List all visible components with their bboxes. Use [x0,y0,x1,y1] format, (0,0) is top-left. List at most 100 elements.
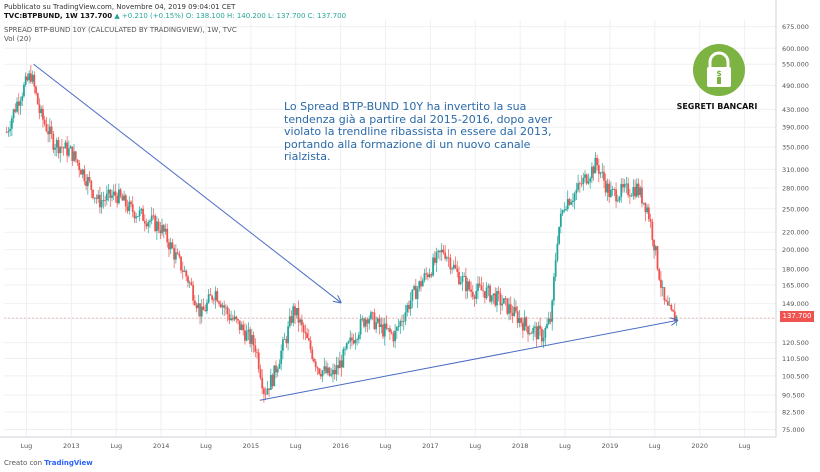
tradingview-logo[interactable]: TradingView [44,459,93,467]
candle-body [632,187,635,196]
trendline [259,320,677,401]
candle-body [482,290,485,292]
candle-body [155,221,158,232]
candle-body [554,260,557,277]
volume-label[interactable]: Vol (20) [4,35,32,43]
candle-body [473,296,476,299]
footer-credit[interactable]: Creato con TradingView [4,459,93,467]
y-tick-label: 120.500 [782,339,809,347]
candle-body [219,303,222,308]
candle-body [646,207,649,213]
y-tick-label: 600.000 [782,45,809,53]
candle-body [143,220,146,224]
candle-body [295,307,298,316]
candle-body [506,298,509,314]
candle-body [376,318,379,323]
candle-body [492,293,495,296]
candle-body [278,363,281,369]
candle-body [62,147,65,149]
candle-body [67,148,70,156]
y-tick-label: 165.000 [782,281,809,289]
candle-body [414,286,417,300]
candle-body [382,324,384,337]
candle-body [440,249,443,253]
candle-body [535,326,538,340]
y-tick-label: 100.500 [782,372,809,380]
y-tick-label: 430.000 [782,106,809,114]
candle-body [572,200,574,203]
candle-body [66,142,69,156]
candle-body [447,257,450,259]
candle-body [642,202,645,204]
candle-body [342,349,345,368]
y-tick-label: 280.000 [782,184,809,192]
candle-body [499,293,502,306]
candle-body [534,326,536,328]
candle-body [97,194,100,199]
candle-body [606,183,609,193]
candle-body [575,189,578,194]
candle-body [200,306,203,317]
candle-body [421,280,424,287]
candle-body [202,306,205,311]
candle-body [603,171,605,181]
candle-body [252,335,255,346]
candle-body [290,316,293,323]
candle-body [559,213,562,227]
candle-body [537,325,540,340]
candle-body [397,326,400,328]
candle-body [136,216,139,217]
candle-body [57,139,60,154]
candle-body [651,221,654,240]
candle-body [416,288,419,300]
candle-body [126,206,129,211]
x-tick-label: Lug [469,442,481,450]
candle-body [247,329,250,332]
y-tick-label: 310.000 [782,166,809,174]
x-tick-label: Lug [559,442,571,450]
y-tick-label: 350.000 [782,144,809,152]
candle-body [656,246,659,270]
candle-body [352,340,355,344]
candle-body [257,352,260,370]
x-tick-label: 2015 [243,442,260,450]
candle-body [580,183,583,185]
candle-body [157,221,160,231]
x-tick-label: 2017 [422,442,439,450]
candle-body [566,199,569,209]
candle-body [73,151,75,161]
candle-body [354,339,357,344]
candle-body [504,298,507,300]
candle-body [471,291,474,297]
candle-body [283,339,286,340]
candle-body [221,305,224,308]
candle-body [24,76,27,85]
candle-body [171,242,174,249]
candle-body [428,274,431,277]
candle-body [180,256,182,271]
candle-body [337,365,340,369]
candle-body [206,302,208,312]
candle-body [21,96,24,101]
candle-body [442,249,445,253]
x-tick-label: Lug [290,442,302,450]
candle-body [395,327,398,331]
candle-body [55,139,58,148]
candle-body [16,101,18,112]
candle-body [347,341,350,344]
candle-body [318,368,321,374]
candle-body [502,298,505,304]
candle-body [161,225,163,234]
candle-body [445,257,448,259]
candle-body [328,367,331,376]
candle-body [378,318,381,327]
y-tick-label: 250.000 [782,205,809,213]
y-tick-label: 180.000 [782,266,809,274]
candle-body [637,183,640,196]
candle-body [418,281,421,289]
candle-body [275,365,277,373]
candle-body [197,303,200,309]
candle-body [618,196,621,201]
